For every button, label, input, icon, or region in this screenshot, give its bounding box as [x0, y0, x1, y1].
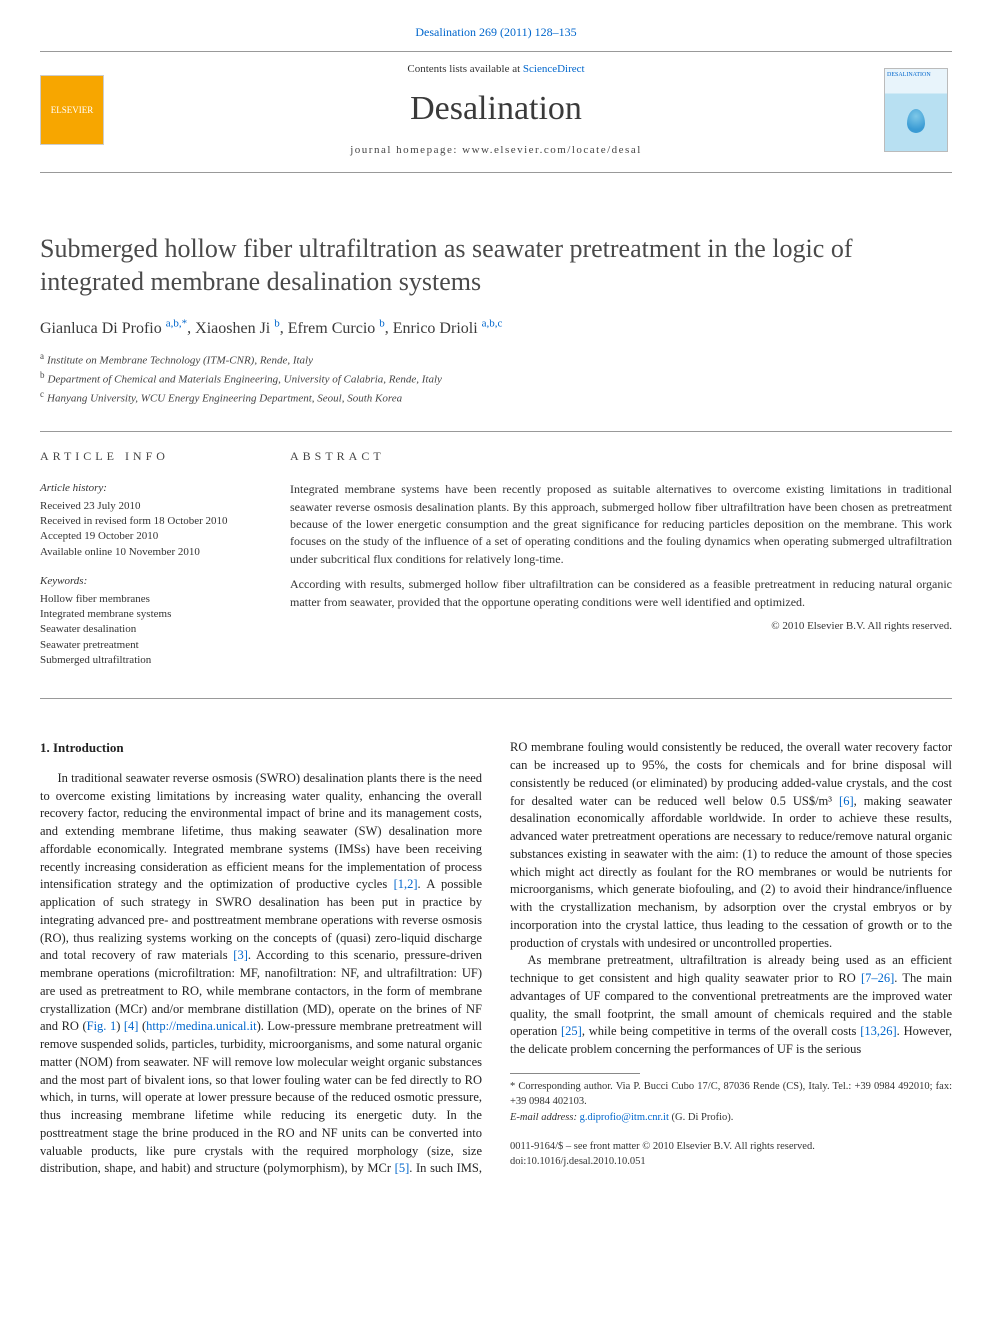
abstract: ABSTRACT Integrated membrane systems hav…	[290, 448, 952, 682]
figure-link[interactable]: Fig. 1	[87, 1019, 117, 1033]
email-link[interactable]: g.diprofio@itm.cnr.it	[580, 1112, 669, 1123]
history-line: Received in revised form 18 October 2010	[40, 514, 260, 529]
author: Xiaoshen Ji b	[195, 320, 280, 337]
citation-link[interactable]: [25]	[561, 1024, 582, 1038]
keywords-heading: Keywords:	[40, 574, 260, 589]
author-name: Xiaoshen Ji	[195, 320, 270, 337]
affil-text: Department of Chemical and Materials Eng…	[48, 374, 442, 386]
email-label: E-mail address:	[510, 1112, 580, 1123]
keyword: Integrated membrane systems	[40, 607, 260, 622]
abstract-paragraph: Integrated membrane systems have been re…	[290, 481, 952, 568]
abstract-body: Integrated membrane systems have been re…	[290, 481, 952, 635]
email-suffix: (G. Di Profio).	[669, 1112, 733, 1123]
body-columns: 1. Introduction In traditional seawater …	[40, 739, 952, 1178]
affil-mark: c	[40, 389, 44, 399]
doi-line: doi:10.1016/j.desal.2010.10.051	[510, 1155, 952, 1170]
author-name: Gianluca Di Profio	[40, 320, 162, 337]
citation-link[interactable]: [1,2]	[394, 877, 418, 891]
journal-cover-icon: DESALINATION	[884, 68, 948, 152]
cover-thumb-wrap: DESALINATION	[884, 68, 952, 152]
author-list: Gianluca Di Profio a,b,*, Xiaoshen Ji b,…	[40, 316, 952, 340]
citation-link[interactable]: [6]	[839, 794, 854, 808]
affil-text: Institute on Membrane Technology (ITM-CN…	[47, 355, 313, 367]
affiliation: bDepartment of Chemical and Materials En…	[40, 369, 952, 388]
meta-row: ARTICLE INFO Article history: Received 2…	[40, 431, 952, 699]
journal-homepage: journal homepage: www.elsevier.com/locat…	[108, 143, 884, 158]
author: Efrem Curcio b	[288, 320, 385, 337]
article-title: Submerged hollow fiber ultrafiltration a…	[40, 233, 952, 298]
author-name: Efrem Curcio	[288, 320, 376, 337]
keyword: Seawater pretreatment	[40, 638, 260, 653]
body-paragraph: As membrane pretreatment, ultrafiltratio…	[510, 952, 952, 1059]
header-center: Contents lists available at ScienceDirec…	[108, 62, 884, 158]
journal-name: Desalination	[108, 85, 884, 133]
homepage-label: journal homepage:	[350, 144, 462, 156]
bottom-block: 0011-9164/$ – see front matter © 2010 El…	[510, 1140, 952, 1170]
history-line: Available online 10 November 2010	[40, 545, 260, 560]
history-heading: Article history:	[40, 481, 260, 496]
affiliation: aInstitute on Membrane Technology (ITM-C…	[40, 350, 952, 369]
external-link[interactable]: http://medina.unical.it	[146, 1019, 256, 1033]
history-line: Received 23 July 2010	[40, 499, 260, 514]
footnotes: * Corresponding author. Via P. Bucci Cub…	[510, 1080, 952, 1126]
keywords-block: Hollow fiber membranes Integrated membra…	[40, 592, 260, 669]
affil-text: Hanyang University, WCU Energy Engineeri…	[47, 393, 402, 405]
author: Enrico Drioli a,b,c	[393, 320, 503, 337]
abstract-paragraph: According with results, submerged hollow…	[290, 576, 952, 611]
affil-mark: a	[40, 351, 44, 361]
keyword: Submerged ultrafiltration	[40, 653, 260, 668]
homepage-url[interactable]: www.elsevier.com/locate/desal	[462, 144, 642, 156]
history-block: Received 23 July 2010 Received in revise…	[40, 499, 260, 561]
author: Gianluca Di Profio a,b,*	[40, 320, 187, 337]
affiliations: aInstitute on Membrane Technology (ITM-C…	[40, 350, 952, 407]
corresponding-author: * Corresponding author. Via P. Bucci Cub…	[510, 1080, 952, 1109]
abstract-copyright: © 2010 Elsevier B.V. All rights reserved…	[290, 619, 952, 635]
email-line: E-mail address: g.diprofio@itm.cnr.it (G…	[510, 1111, 952, 1126]
affil-mark: b	[40, 370, 45, 380]
footnote-block: * Corresponding author. Via P. Bucci Cub…	[510, 1073, 952, 1170]
history-line: Accepted 19 October 2010	[40, 529, 260, 544]
issn-line: 0011-9164/$ – see front matter © 2010 El…	[510, 1140, 952, 1155]
citation-link[interactable]: [3]	[233, 948, 248, 962]
keyword: Hollow fiber membranes	[40, 592, 260, 607]
section-heading: 1. Introduction	[40, 739, 482, 757]
top-citation: Desalination 269 (2011) 128–135	[40, 24, 952, 41]
footnote-separator	[510, 1073, 640, 1074]
author-marks: a,b,*	[166, 317, 187, 329]
abstract-label: ABSTRACT	[290, 448, 952, 465]
publisher-logo-wrap: ELSEVIER	[40, 75, 108, 145]
author-marks: b	[379, 317, 385, 329]
citation-link[interactable]: [5]	[395, 1161, 410, 1175]
article-info: ARTICLE INFO Article history: Received 2…	[40, 448, 260, 682]
article-info-label: ARTICLE INFO	[40, 448, 260, 465]
citation-link[interactable]: [7–26]	[861, 971, 894, 985]
contents-line: Contents lists available at ScienceDirec…	[108, 62, 884, 77]
journal-header: ELSEVIER Contents lists available at Sci…	[40, 51, 952, 173]
contents-prefix: Contents lists available at	[407, 63, 522, 75]
author-marks: b	[274, 317, 280, 329]
author-name: Enrico Drioli	[393, 320, 478, 337]
citation-link[interactable]: [13,26]	[860, 1024, 896, 1038]
sciencedirect-link[interactable]: ScienceDirect	[523, 63, 585, 75]
elsevier-logo-icon: ELSEVIER	[40, 75, 104, 145]
author-marks: a,b,c	[482, 317, 503, 329]
citation-link[interactable]: [4]	[124, 1019, 139, 1033]
keyword: Seawater desalination	[40, 622, 260, 637]
affiliation: cHanyang University, WCU Energy Engineer…	[40, 388, 952, 407]
